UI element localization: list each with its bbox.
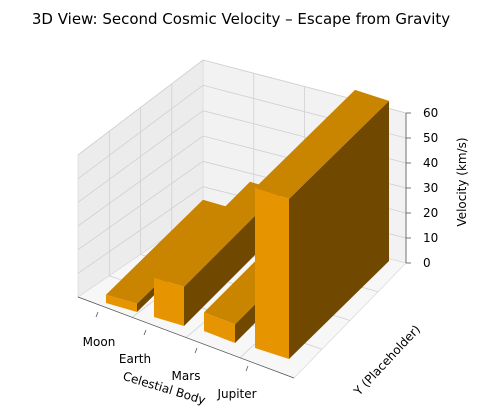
x-axis-line [77,296,295,379]
bars [106,89,389,360]
bar-front-face [154,277,184,326]
z-tick-label: 0 [423,256,431,270]
bar-front-face [255,187,289,359]
z-tick-label: 10 [423,231,438,245]
z-tick-label: 50 [423,131,438,145]
z-axis-ticks: 0 10 20 30 40 50 60 [405,106,438,270]
z-grid-line [77,59,407,156]
bar-top-face [106,199,234,304]
bar-top-face [154,181,280,287]
z-tick-label: 20 [423,206,438,220]
z-axis-label: Velocity (km/s) [455,137,469,226]
z-tick-label: 40 [423,156,438,170]
x-tick-mark [95,311,99,318]
z-tick-label: 60 [423,106,438,120]
x-tick-label: Earth [119,352,151,366]
bar-top-face [255,89,389,199]
x-tick-mark [143,329,147,336]
x-tick-label: Moon [83,335,116,349]
y-axis-label: Y (Placeholder) [350,322,423,399]
chart-title: 3D View: Second Cosmic Velocity – Escape… [32,10,450,28]
bar-side-face [289,100,389,360]
bar-front-face [106,294,137,312]
x-tick-label: Jupiter [216,387,256,401]
x-tick-mark [194,347,198,354]
bar-front-face [204,312,235,343]
z-tick-label: 30 [423,181,438,195]
x-tick-mark [245,365,249,372]
bar-jupiter [255,89,389,360]
x-tick-label: Mars [172,369,201,383]
